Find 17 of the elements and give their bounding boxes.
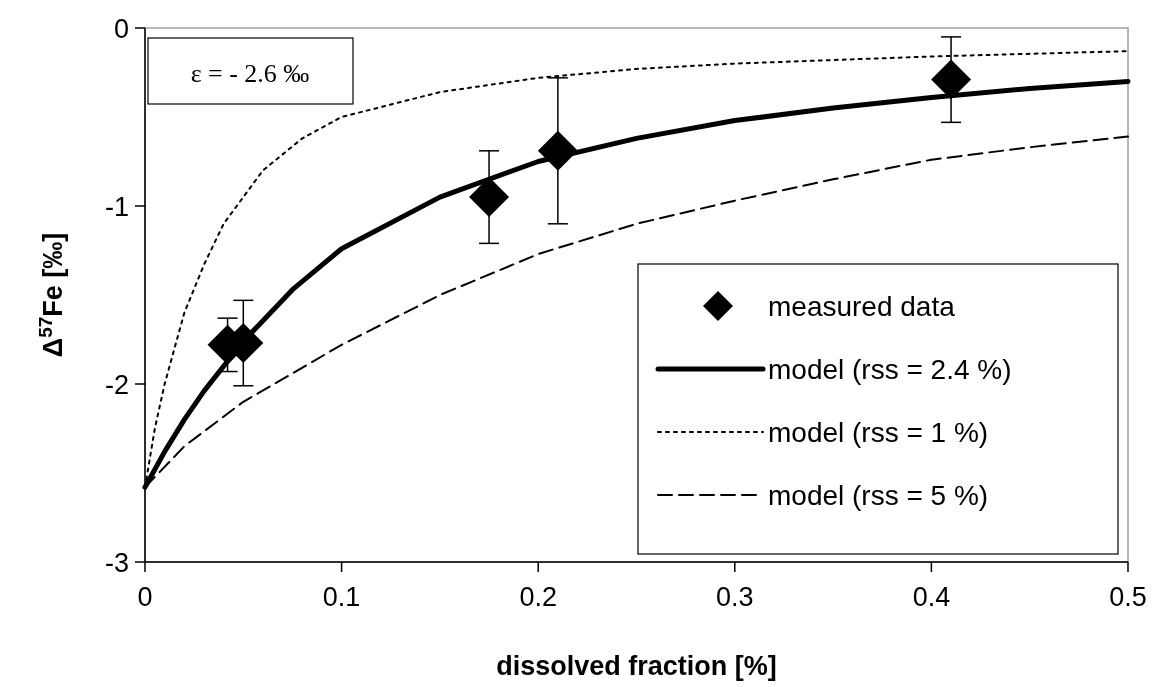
legend-label: measured data bbox=[768, 291, 956, 322]
y-tick-label: -3 bbox=[104, 548, 129, 578]
legend-label: model (rss = 2.4 %) bbox=[768, 354, 1012, 385]
annotation: ε = - 2.6 ‰ bbox=[190, 59, 310, 88]
legend-label: model (rss = 5 %) bbox=[768, 480, 989, 511]
legend-label: model (rss = 1 %) bbox=[768, 417, 989, 448]
x-tick-label: 0.4 bbox=[912, 582, 951, 612]
x-tick-label: 0.2 bbox=[519, 582, 557, 612]
point bbox=[931, 59, 972, 100]
y-tick-label: -1 bbox=[104, 192, 129, 222]
y-tick-label: 0 bbox=[113, 14, 129, 44]
x-tick-label: 0.5 bbox=[1109, 582, 1147, 612]
x-axis-title: dissolved fraction [%] bbox=[496, 651, 777, 681]
x-tick-label: 0.1 bbox=[322, 582, 361, 612]
x-tick-label: 0.3 bbox=[716, 582, 754, 612]
y-tick-label: -2 bbox=[104, 370, 129, 400]
x-tick-label: 0 bbox=[137, 582, 153, 612]
